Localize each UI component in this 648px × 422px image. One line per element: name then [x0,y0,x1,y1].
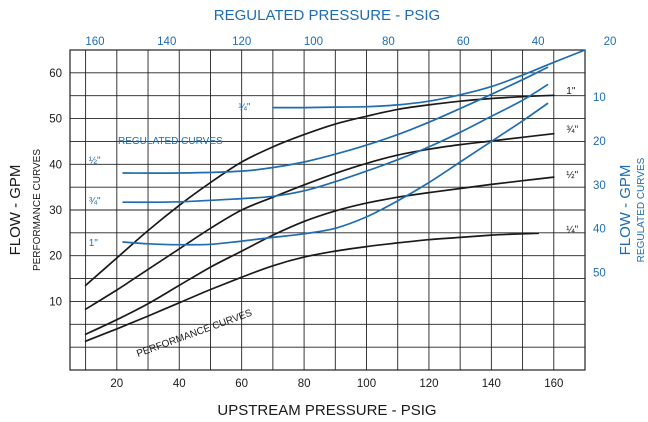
performance-curve-one-inch [84,94,555,287]
x-tick-label: 40 [173,378,186,390]
right-axis-label: FLOW - GPM [617,165,634,256]
right-tick-label: 50 [593,268,606,280]
regulated-curve-half [122,66,549,174]
top-tick-label: 40 [532,36,545,48]
x-tick-label: 20 [110,378,123,390]
series-labels: 1" ¾" ½" ¼" ¼" ½" ¾" 1" [89,86,579,249]
regulated-curves-annotation: REGULATED CURVES [118,136,223,147]
left-tick-label: 20 [49,251,62,263]
top-tick-label: 140 [157,36,176,48]
performance-series-label: 1" [566,86,576,97]
right-tick-label: 20 [593,136,606,148]
top-tick-label: 60 [457,36,470,48]
x-tick-label: 80 [298,378,311,390]
left-tick-label: 10 [49,296,62,308]
performance-series-label: ¾" [566,125,578,136]
regulated-curve-quarter [272,50,585,109]
performance-curve-half [84,176,555,336]
top-tick-label: 160 [85,36,104,48]
left-axis-label: FLOW - GPM [7,165,24,256]
right-tick-label: 10 [593,92,606,104]
left-tick-label: 30 [49,205,62,217]
grid [70,50,585,370]
right-tick-label: 30 [593,180,606,192]
x-axis-label: UPSTREAM PRESSURE - PSIG [217,402,436,419]
x-tick-label: 140 [482,378,501,390]
performance-series-label: ¼" [566,223,578,235]
left-tick-label: 60 [49,68,62,80]
performance-curve-quarter [84,232,540,343]
left-tick-label: 40 [49,159,62,171]
x-tick-label: 60 [235,378,248,390]
right-tick-label: 40 [593,224,606,236]
performance-curves-annotation: PERFORMANCE CURVES [135,308,254,360]
regulated-curve-three-quarter [122,83,549,204]
right-axis-sublabel: REGULATED CURVES [636,157,647,262]
performance-series-label: ½" [566,170,578,181]
left-axis-sublabel: PERFORMANCE CURVES [32,149,43,271]
x-tick-label: 120 [419,378,438,390]
regulated-series-label: ¾" [89,196,101,207]
x-tick-label: 160 [544,378,563,390]
performance-curve-three-quarter [84,132,555,311]
regulated-series-label: ¼" [239,101,251,113]
regulated-series-label: 1" [89,238,99,249]
top-tick-label: 80 [382,36,395,48]
chart-title: REGULATED PRESSURE - PSIG [214,7,440,24]
plot-frame [69,49,586,371]
top-tick-label: 120 [232,36,251,48]
left-tick-label: 50 [49,114,62,126]
x-tick-label: 100 [357,378,376,390]
regulated-curve-one-inch [122,102,549,246]
tick-labels: 20 40 60 80 100 120 140 160 10 20 30 40 50 60 160 140 12… [49,36,616,390]
top-tick-label: 20 [604,36,617,48]
top-tick-label: 100 [304,36,323,48]
regulated-series-label: ½" [89,156,101,167]
series-group [84,50,585,343]
